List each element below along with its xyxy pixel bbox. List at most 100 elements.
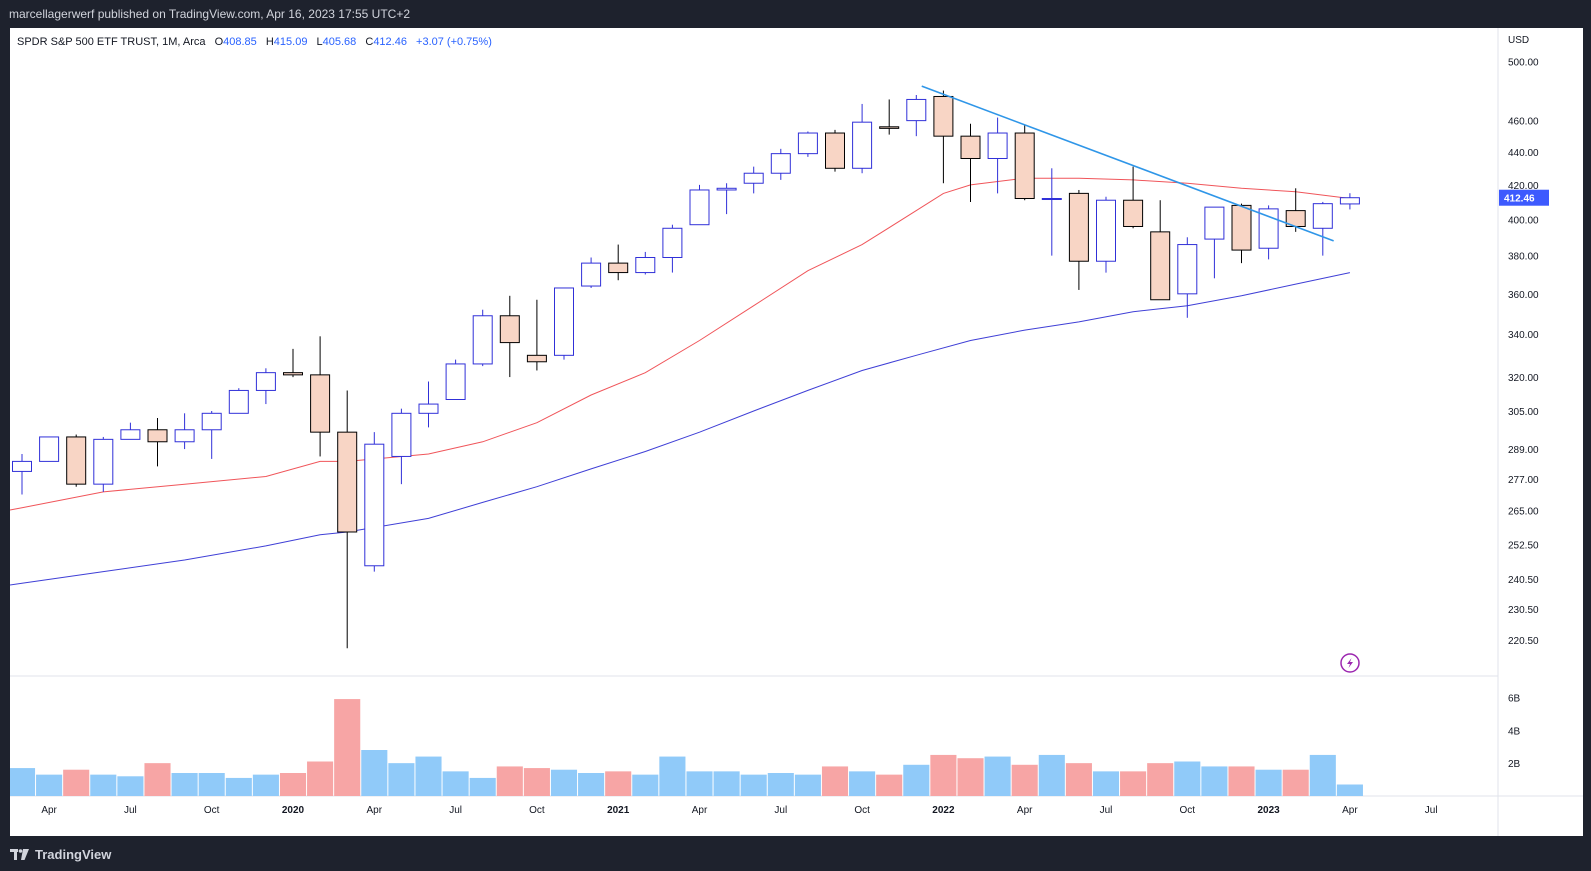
- time-tick-label: Oct: [854, 805, 870, 816]
- price-tick-label: 340.00: [1508, 330, 1539, 341]
- candle: [39, 436, 60, 462]
- time-tick-label: Apr: [1017, 805, 1033, 816]
- candle: [581, 257, 602, 288]
- trendline[interactable]: [921, 85, 1334, 242]
- volume-bar: [523, 768, 550, 796]
- volume-tick-label: 6B: [1508, 693, 1521, 704]
- time-axis[interactable]: Apr Jul Oct 2020 Apr Jul Oct 2021 Apr Jul Oct 2022 A…: [41, 805, 1437, 816]
- candle: [201, 410, 222, 459]
- candle: [1177, 237, 1198, 318]
- last-price-background: [1499, 189, 1549, 206]
- legend-open-label: O: [215, 36, 224, 48]
- price-tick-label: 277.00: [1508, 475, 1539, 486]
- volume-axis: 6B 4B 2B: [1508, 693, 1521, 770]
- footer: TradingView: [0, 836, 1591, 871]
- volume-bars: [8, 699, 1363, 796]
- tradingview-logo[interactable]: TradingView: [10, 847, 111, 862]
- candle: [1068, 189, 1089, 290]
- volume-bar: [1282, 769, 1309, 796]
- volume-bar: [252, 774, 279, 796]
- candle-body: [283, 372, 303, 376]
- candle: [499, 295, 520, 378]
- volume-bar: [361, 750, 388, 796]
- time-tick-label: 2022: [932, 805, 955, 816]
- price-tick-label: 400.00: [1508, 215, 1539, 226]
- candle: [255, 368, 276, 405]
- price-tick-label: 320.00: [1508, 373, 1539, 384]
- volume-bar: [1065, 763, 1092, 796]
- candle-body: [526, 354, 547, 363]
- candle: [689, 184, 710, 226]
- volume-bar: [442, 771, 469, 796]
- volume-bar: [550, 769, 578, 796]
- time-tick-label: 2023: [1257, 805, 1280, 816]
- candle-body: [201, 412, 222, 431]
- volume-bar: [8, 768, 36, 796]
- moving-averages: [9, 177, 1351, 586]
- candle: [825, 129, 845, 172]
- legend-change: +3.07 (+0.75%): [416, 36, 492, 48]
- volume-bar: [849, 771, 876, 796]
- candlestick-chart[interactable]: SPDR S&P 500 ETF TRUST, 1M, Arca O408.85…: [8, 28, 1583, 836]
- candle: [391, 408, 412, 485]
- volume-bar: [198, 773, 225, 796]
- candle: [310, 336, 331, 457]
- candle: [743, 166, 764, 194]
- candle-body: [797, 132, 818, 155]
- time-tick-label: Jul: [1425, 805, 1438, 816]
- legend-low-value: 405.68: [323, 36, 357, 48]
- volume-bar: [713, 771, 740, 796]
- candle-body: [337, 431, 358, 533]
- volume-bar: [578, 773, 605, 796]
- candle: [283, 348, 303, 378]
- price-tick-label: 360.00: [1508, 290, 1539, 301]
- candle: [1014, 125, 1035, 201]
- time-tick-label: Apr: [692, 805, 708, 816]
- volume-bar: [930, 754, 957, 796]
- candle-body: [1312, 203, 1333, 229]
- volume-bar: [632, 774, 659, 796]
- candle: [879, 99, 900, 135]
- volume-bar: [1255, 769, 1282, 796]
- candles: [12, 90, 1360, 649]
- candle: [770, 148, 791, 180]
- legend-open-value: 408.85: [223, 36, 257, 48]
- price-tick-label: 230.50: [1508, 605, 1539, 616]
- volume-bar: [496, 766, 523, 796]
- time-tick-label: Jul: [1100, 805, 1113, 816]
- candle: [337, 390, 358, 649]
- time-tick-label: Apr: [367, 805, 383, 816]
- candle-body: [960, 135, 981, 159]
- volume-bar: [36, 774, 63, 796]
- volume-bar: [1120, 771, 1147, 796]
- chart-panel[interactable]: SPDR S&P 500 ETF TRUST, 1M, Arca O408.85…: [8, 28, 1583, 836]
- trendline-group[interactable]: [921, 85, 1334, 242]
- candle: [66, 434, 87, 487]
- volume-tick-label: 2B: [1508, 759, 1521, 770]
- volume-bar: [171, 773, 198, 796]
- volume-bar: [1011, 764, 1038, 796]
- lightning-icon[interactable]: [1340, 653, 1360, 673]
- candle-body: [635, 256, 656, 274]
- price-axis[interactable]: 500.00 460.00 440.00 420.00 400.00 380.00 360.…: [1508, 58, 1539, 648]
- candle-body: [716, 187, 737, 191]
- candle: [662, 224, 683, 273]
- volume-bar: [469, 777, 496, 796]
- candle: [716, 183, 737, 215]
- time-tick-label: Apr: [1342, 805, 1358, 816]
- candle-body: [1096, 199, 1116, 262]
- time-tick-label: Oct: [1180, 805, 1196, 816]
- ma-long-line: [9, 272, 1351, 586]
- time-tick-label: Jul: [774, 805, 787, 816]
- candle: [1231, 203, 1252, 264]
- volume-bar: [144, 763, 171, 796]
- legend-high-label: H: [266, 36, 274, 48]
- candle-body: [228, 389, 249, 414]
- candle-body: [1231, 204, 1252, 251]
- candle-body: [662, 227, 683, 258]
- candle-body: [1204, 206, 1225, 240]
- legend-close-value: 412.46: [373, 36, 407, 48]
- candle: [797, 131, 818, 157]
- volume-bar: [1309, 754, 1336, 796]
- last-price-label: 412.46: [1504, 194, 1535, 205]
